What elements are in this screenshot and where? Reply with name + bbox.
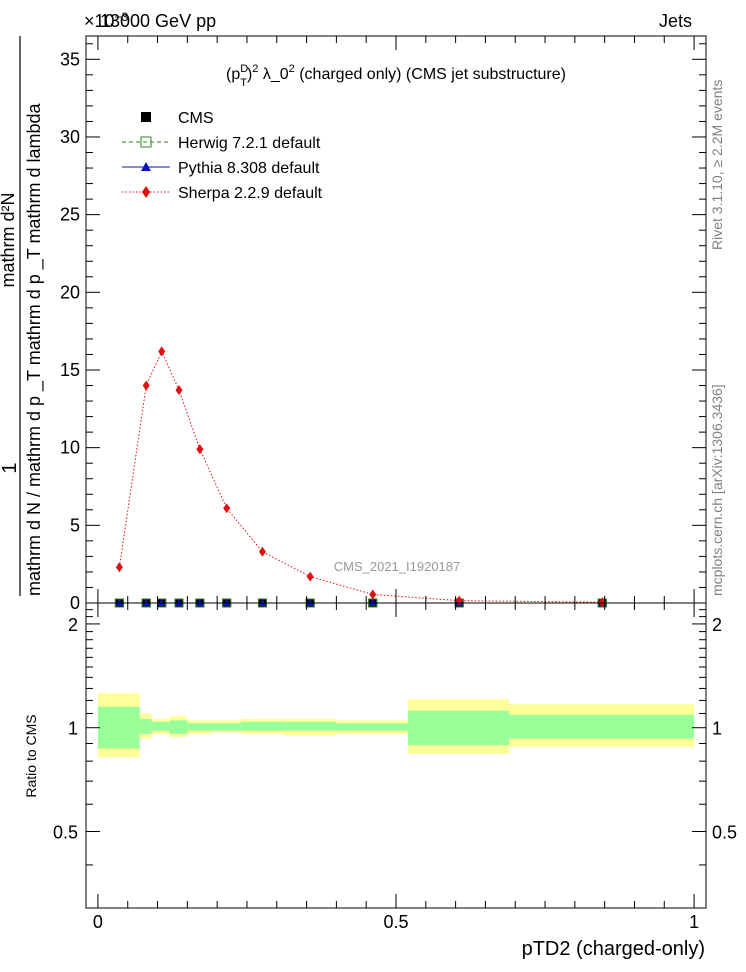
legend-label: Pythia 8.308 default xyxy=(178,160,320,177)
sherpa-point xyxy=(115,562,123,573)
ratio-band-inner xyxy=(187,723,212,731)
y-tick-label: 15 xyxy=(60,360,80,380)
ratio-axes: 0.5 0.5 1 1 2 2 0 0.5 1 xyxy=(53,603,737,932)
legend-marker xyxy=(140,136,152,148)
main-panel: 0 5 10 15 20 25 30 35 xyxy=(60,35,707,613)
sherpa-point xyxy=(158,346,166,357)
main-axes: 0 5 10 15 20 25 30 35 xyxy=(60,36,706,613)
legend-label: Herwig 7.2.1 default xyxy=(178,135,321,152)
ratio-y-tick-label-right: 2 xyxy=(712,615,722,635)
y-label-top: mathrm d²N xyxy=(0,192,18,287)
y-tick-label: 0 xyxy=(70,593,80,613)
y-label-numerator: 1 xyxy=(0,462,21,473)
legend-label: Sherpa 2.2.9 default xyxy=(178,185,323,202)
sherpa-point xyxy=(369,589,377,600)
ratio-band-inner xyxy=(241,721,283,731)
title-pt-open: (p xyxy=(226,66,240,83)
sherpa-point xyxy=(223,503,231,514)
sherpa-point xyxy=(306,571,314,582)
series-line xyxy=(118,350,603,603)
legend-marker xyxy=(141,112,151,122)
ratio-y-tick-label-right: 0.5 xyxy=(712,823,737,843)
x-tick-label: 0 xyxy=(93,912,103,932)
analysis-label: CMS_2021_I1920187 xyxy=(334,559,461,574)
legend-marker xyxy=(141,162,151,171)
sherpa-point xyxy=(175,385,183,396)
ratio-band-inner xyxy=(151,721,170,731)
sherpa-point xyxy=(142,380,150,391)
ratio-frame xyxy=(85,602,707,909)
sherpa-point xyxy=(258,546,266,557)
y-axis-label: 1 mathrm d N / mathrm d p _T mathrm d p … xyxy=(0,36,45,596)
legend-marker xyxy=(142,186,150,198)
ratio-band-inner xyxy=(169,720,188,734)
y-tick-label: 30 xyxy=(60,127,80,147)
x-tick-label: 1 xyxy=(689,912,699,932)
ratio-band-inner xyxy=(282,721,337,731)
rivet-label: Rivet 3.1.10, ≥ 2.2M events xyxy=(709,80,725,250)
ratio-bands xyxy=(97,693,695,758)
ratio-y-tick-label: 0.5 xyxy=(53,823,78,843)
y-tick-label: 35 xyxy=(60,49,80,69)
ratio-panel: 0.5 0.5 1 1 2 2 0 0.5 1 xyxy=(53,602,737,932)
ratio-y-tick-label: 1 xyxy=(68,719,78,739)
sherpa-point xyxy=(196,444,204,455)
ratio-y-tick-label: 2 xyxy=(68,615,78,635)
energy-label: 13000 GeV pp xyxy=(100,11,216,31)
site-label: mcplots.cern.ch [arXiv:1306.3436] xyxy=(709,384,725,596)
ratio-band-inner xyxy=(139,718,152,734)
y-tick-label: 20 xyxy=(60,282,80,302)
ratio-y-label: Ratio to CMS xyxy=(23,714,39,797)
ratio-band-inner xyxy=(211,723,241,731)
ratio-y-tick-label-right: 1 xyxy=(712,719,722,739)
chart-title: (pD T)2 λ_02 (charged only) (CMS jet subs… xyxy=(226,63,566,89)
y-tick-label: 10 xyxy=(60,438,80,458)
legend: CMS Herwig 7.2.1 default Pythia 8.308 defa… xyxy=(122,110,323,202)
ratio-band-inner xyxy=(97,706,140,749)
y-tick-label: 25 xyxy=(60,205,80,225)
x-axis-label: pTD2 (charged-only) xyxy=(522,938,705,960)
sherpa-point xyxy=(598,597,606,608)
exponent-label: ×10−3 xyxy=(84,10,129,31)
y-label-denominator: mathrm d N / mathrm d p _T mathrm d p _T… xyxy=(24,103,45,596)
legend-label: CMS xyxy=(178,110,214,127)
y-tick-label: 5 xyxy=(70,515,80,535)
category-label: Jets xyxy=(659,11,692,31)
ratio-band-inner xyxy=(336,723,408,731)
ratio-band-inner xyxy=(407,710,510,746)
x-tick-label: 0.5 xyxy=(383,912,408,932)
ratio-band-inner xyxy=(509,714,695,739)
